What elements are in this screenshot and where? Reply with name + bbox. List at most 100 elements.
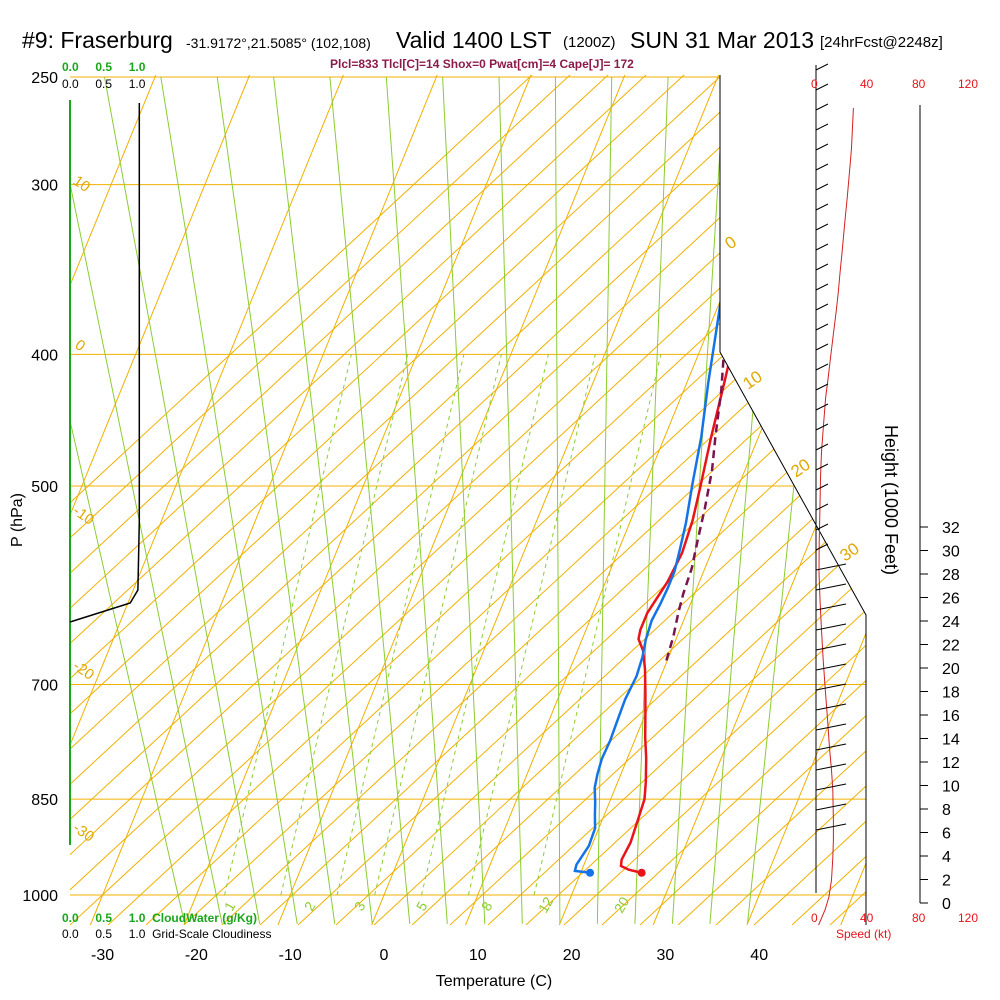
wind-barb — [815, 723, 847, 731]
isotherm-line — [558, 894, 573, 925]
mixing-ratio-label: 5 — [413, 899, 431, 914]
cloudiness-scale-top: 0.0 0.5 1.0 — [62, 77, 145, 91]
dry-adiabat-line — [70, 75, 734, 925]
dry-adiabat-line — [70, 75, 810, 925]
speed-tick: 40 — [860, 911, 874, 925]
dry-adiabat-label: -30 — [70, 819, 98, 845]
series-dewpoint — [573, 75, 774, 875]
forecast-info: [24hrFcst@2248z] — [820, 34, 943, 51]
isotherm-line — [664, 75, 866, 896]
pressure-tick-label: 850 — [31, 792, 58, 809]
wind-barb — [815, 423, 829, 431]
moist-adiabat-line — [216, 76, 336, 924]
wind-barb — [815, 523, 829, 531]
moist-adiabat-line — [634, 76, 669, 924]
wind-barb — [815, 803, 847, 811]
temperature-tick-label: 0 — [380, 947, 389, 964]
y-axis-title: P (hPa) — [9, 493, 26, 547]
height-tick-label: 30 — [942, 544, 960, 561]
scale-tick: 0.5 — [95, 927, 113, 941]
station-coordinates: -31.9172°,21.5085° (102,108) — [186, 35, 371, 51]
speed-ticks-top: 0 — [811, 77, 818, 91]
mixing-ratio-label: 8 — [478, 899, 496, 914]
wind-barb — [815, 463, 829, 471]
height-tick-label: 14 — [942, 732, 960, 749]
temperature-tick-label: -20 — [185, 947, 208, 964]
speed-tick: 80 — [912, 77, 926, 91]
pressure-tick-label: 250 — [31, 70, 58, 87]
dry-adiabat-line — [563, 75, 866, 925]
station-title: #9: Fraserburg — [22, 27, 173, 53]
dry-adiabat-line — [70, 75, 866, 925]
wind-barb — [815, 743, 847, 751]
wind-barb — [815, 623, 847, 631]
isotherm-line — [70, 75, 344, 896]
height-tick-label: 10 — [942, 779, 960, 796]
wind-barb — [815, 783, 847, 791]
wind-barb — [815, 543, 829, 551]
scale-tick: 1.0 — [128, 77, 146, 91]
isotherm-line — [0, 895, 9, 925]
height-tick-label: 26 — [942, 591, 960, 608]
wind-barb — [815, 263, 829, 271]
dry-adiabat-line — [487, 75, 866, 925]
dry-adiabat-line — [70, 75, 544, 925]
speed-tick: 40 — [860, 77, 874, 91]
pressure-tick-label: 500 — [31, 479, 58, 496]
surface-temp-marker — [637, 868, 646, 877]
dry-adiabat-line — [145, 75, 866, 925]
dry-adiabat-line — [70, 75, 866, 925]
isotherm-line — [746, 894, 760, 925]
dry-adiabat-line — [70, 75, 772, 925]
isotherm-label: 30 — [836, 539, 862, 565]
dry-adiabat-line — [70, 75, 582, 925]
dry-adiabat-line — [70, 75, 866, 925]
wind-barb — [815, 183, 829, 191]
cloudiness-label: Grid-Scale Cloudiness — [152, 927, 272, 941]
height-tick-label: 4 — [942, 849, 951, 866]
moist-adiabat-line — [104, 76, 261, 924]
series-wind-speed — [818, 107, 854, 926]
moist-adiabat-line — [747, 76, 838, 924]
surface-dewpoint-marker — [586, 868, 595, 877]
moist-adiabat-line — [160, 76, 298, 924]
moist-adiabat-line — [671, 76, 725, 924]
wind-barb — [815, 303, 829, 311]
valid-time: Valid 1400 LST — [396, 27, 552, 53]
wind-barb — [815, 663, 847, 671]
moist-adiabat-line — [596, 76, 613, 924]
moist-adiabat-line — [442, 76, 486, 924]
scale-tick: 1.0 — [128, 911, 146, 925]
pressure-tick-label: 400 — [31, 347, 58, 364]
scale-tick: 0.0 — [62, 77, 79, 91]
isotherm-line — [70, 75, 157, 896]
wind-barb — [815, 123, 829, 131]
height-tick-label: 32 — [942, 520, 960, 537]
moist-adiabat-line — [385, 76, 448, 924]
wind-barb — [815, 223, 829, 231]
wind-barb — [815, 503, 829, 511]
scale-tick: 1.0 — [128, 60, 146, 74]
wind-barb — [815, 643, 847, 651]
series-parcel — [665, 326, 733, 661]
height-tick-label: 22 — [942, 638, 960, 655]
scale-tick: 0.5 — [95, 911, 113, 925]
isotherm-line — [183, 894, 197, 925]
dry-adiabat-label: -20 — [70, 657, 98, 683]
dry-adiabat-line — [107, 75, 866, 925]
moist-adiabat-line — [329, 76, 411, 924]
temperature-tick-label: 30 — [657, 947, 675, 964]
dry-adiabat-line — [601, 75, 866, 925]
cloudwater-label: CloudWater (g/Kg) — [152, 911, 257, 925]
isotherm-line — [289, 75, 626, 896]
temperature-tick-label: 40 — [750, 947, 768, 964]
height-tick-label: 28 — [942, 567, 960, 584]
dry-adiabat-line — [183, 75, 866, 925]
mixing-ratio-label: 2 — [301, 899, 319, 914]
isotherm-line — [371, 894, 385, 925]
scale-tick: 0.5 — [95, 60, 113, 74]
isotherm-label: 10 — [739, 367, 765, 393]
height-tick-label: 20 — [942, 661, 960, 678]
speed-tick: 0 — [811, 911, 818, 925]
x-axis-title: Temperature (C) — [436, 973, 552, 990]
